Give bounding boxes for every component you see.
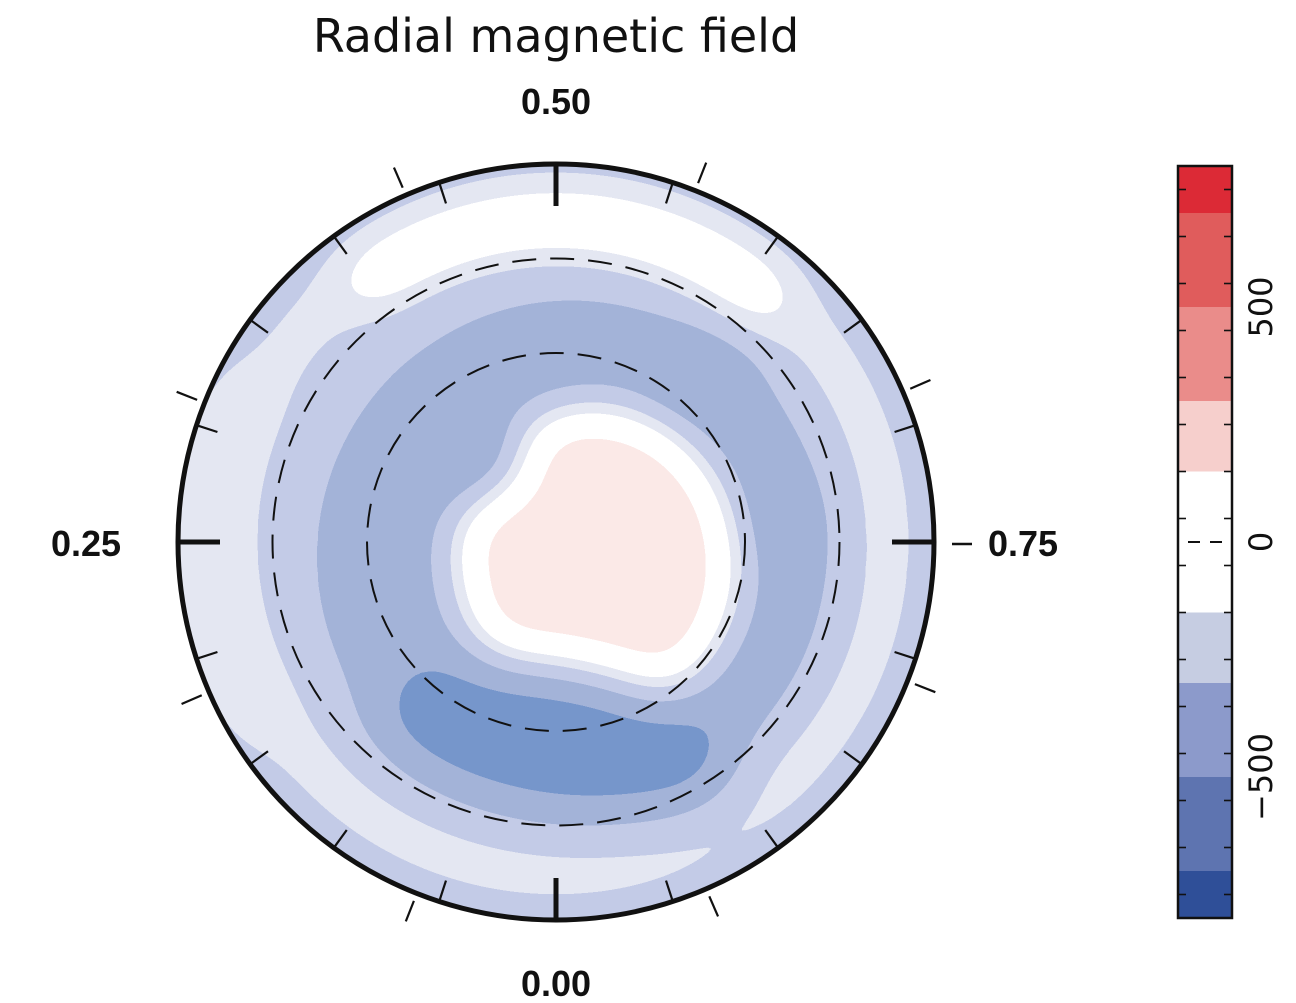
observation-phase-tick (392, 167, 404, 189)
field-blob (739, 485, 811, 565)
phase-label-bottom: 0.00 (521, 963, 591, 1003)
phase-tick-inner (196, 424, 218, 434)
observation-phase-tick (176, 390, 198, 401)
colorbar-swatch (1178, 166, 1232, 213)
observation-phase-tick (914, 683, 936, 694)
colorbar-swatch (1178, 683, 1232, 777)
colorbar-swatch (1178, 777, 1232, 871)
phase-label-left: 0.25 (51, 523, 121, 564)
phase-tick-inner (249, 750, 269, 766)
phase-tick-inner (843, 750, 863, 766)
phase-tick-inner (764, 829, 780, 849)
phase-tick-inner (764, 235, 780, 255)
phase-label-right-group: 0.75 (952, 523, 1058, 564)
phase-tick-inner (894, 424, 916, 434)
phase-tick-inner (438, 880, 448, 902)
colorbar-tick-label: 500 (1242, 276, 1280, 337)
observation-phase-tick (404, 900, 415, 922)
phase-label-top: 0.50 (521, 81, 591, 122)
phase-tick-inner (664, 182, 674, 204)
observation-phase-tick (909, 378, 931, 390)
phase-ticks (176, 162, 936, 922)
phase-label-right: 0.75 (988, 523, 1058, 564)
phase-tick-inner (196, 650, 218, 660)
colorbar-frame (1176, 164, 1234, 920)
phase-tick-inner (332, 829, 348, 849)
colorbar-tick-label: −500 (1242, 733, 1280, 821)
phase-tick-inner (332, 235, 348, 255)
chart-title: Radial magnetic field (313, 9, 799, 63)
colorbar-swatch (1178, 401, 1232, 472)
field-blob (348, 199, 786, 324)
field-blob (184, 373, 272, 738)
colorbar-swatch (1178, 871, 1232, 918)
observation-phase-tick (697, 162, 708, 184)
field-blob (372, 656, 738, 824)
field-blob (462, 410, 734, 710)
phase-tick-inner (438, 182, 448, 204)
colorbar-swatch (1178, 471, 1232, 613)
phase-tick-inner (843, 318, 863, 334)
colorbar-swatch (1178, 213, 1232, 307)
field-blob (648, 337, 752, 413)
observation-phase-tick (708, 895, 720, 917)
colorbar-tick-label: 0 (1242, 532, 1280, 552)
latitude-circle-60 (366, 352, 746, 732)
phase-tick-inner (664, 880, 674, 902)
observation-phase-tick (181, 694, 203, 706)
colorbar-swatch (1178, 612, 1232, 683)
field-blob (415, 418, 525, 502)
colorbar-swatch (1178, 307, 1232, 401)
latitude-circle-30 (271, 257, 841, 827)
phase-tick-inner (894, 650, 916, 660)
colorbar: 500 0 −500 (1176, 164, 1280, 920)
phase-tick-inner (249, 318, 269, 334)
